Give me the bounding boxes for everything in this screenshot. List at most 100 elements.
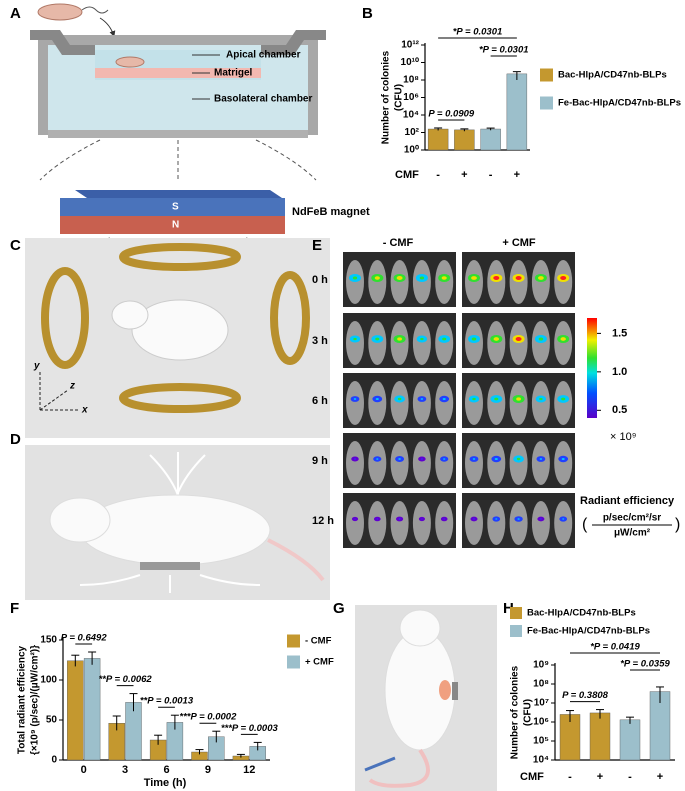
legend-swatch: [510, 625, 522, 637]
signal-core: [516, 457, 521, 461]
signal-core: [443, 518, 445, 520]
colorbar-unit: × 10⁹: [610, 431, 636, 443]
bar: [506, 73, 528, 151]
legend-label: Fe-Bac-HlpA/CD47nb-BLPs: [527, 626, 650, 637]
coil: [119, 243, 241, 271]
signal-core: [420, 337, 424, 341]
coil: [119, 383, 241, 413]
signal-core: [353, 337, 357, 341]
unit-denominator: μW/cm²: [614, 528, 651, 539]
bacterium: [115, 56, 145, 68]
signal-core: [374, 276, 380, 280]
label: NdFeB magnet: [292, 206, 370, 218]
bar: [619, 719, 641, 761]
signal-core: [376, 458, 379, 460]
colorbar-title: Radiant efficiency: [580, 495, 675, 507]
signal-core: [561, 457, 565, 461]
magnet-n: [60, 216, 285, 234]
signal-core: [398, 458, 401, 460]
flange: [30, 30, 95, 55]
y-axis-label: Number of colonies: [381, 50, 392, 144]
bracket: (: [582, 516, 588, 533]
row-label: 12 h: [312, 515, 334, 527]
signal-core: [494, 457, 498, 461]
x-tick-label: +: [461, 169, 467, 181]
mouse: [390, 441, 409, 485]
row-label: 3 h: [312, 335, 328, 347]
signal-core: [396, 276, 403, 280]
y-tick-label: 10⁸: [403, 75, 419, 86]
annotation: P = 0.6492: [61, 633, 108, 644]
mouse: [435, 381, 454, 425]
tail: [368, 748, 430, 788]
bar: [589, 712, 611, 761]
x-tick-label: 0: [81, 764, 87, 776]
mouse: [465, 501, 483, 545]
y-axis-label: (CFU): [394, 84, 405, 111]
y-tick-label: 50: [46, 715, 58, 726]
magnet-mouse-illustration: [25, 445, 330, 600]
axis-name: x: [81, 405, 88, 416]
row-label: 9 h: [312, 455, 328, 467]
panel-label: H: [503, 600, 514, 617]
y-tick-label: 10⁹: [533, 660, 549, 671]
y-axis-label: Number of colonies: [510, 665, 521, 759]
signal-core: [560, 276, 567, 280]
signal-core: [353, 398, 357, 400]
legend-label: Bac-HlpA/CD47nb-BLPs: [527, 608, 636, 619]
signal-core: [354, 458, 356, 460]
mouse: [487, 381, 506, 425]
y-axis-label: (CFU): [523, 699, 534, 726]
legend-label: Bac-HlpA/CD47nb-BLPs: [558, 70, 667, 81]
signal-core: [493, 337, 500, 341]
mouse: [412, 441, 431, 485]
x-tick-label: -: [489, 169, 493, 181]
axis-name: z: [69, 381, 75, 392]
legend-label: - CMF: [305, 636, 332, 647]
mouse: [412, 321, 431, 365]
mouse: [509, 441, 528, 485]
y-tick-label: 150: [40, 635, 57, 646]
signal-core: [441, 276, 447, 280]
signal-core: [540, 518, 542, 520]
coil: [270, 271, 310, 365]
coil-illustration: [25, 238, 330, 438]
signal-core: [517, 518, 520, 520]
colorbar-tick-label: 1.5: [612, 327, 627, 339]
mouse: [531, 441, 550, 485]
flagellum: [81, 6, 109, 14]
legend-swatch: [540, 68, 553, 82]
y-tick-label: 10⁰: [404, 145, 419, 156]
mouse: [487, 441, 506, 485]
signal-core: [397, 397, 402, 401]
signal-core: [538, 337, 544, 341]
column-label: + CMF: [502, 237, 536, 249]
column-label: - CMF: [383, 237, 414, 249]
mouse: [368, 321, 387, 365]
signal-core: [398, 518, 401, 520]
annotation: *P = 0.0301: [479, 45, 529, 56]
magnet: [140, 562, 200, 570]
y-axis-label: {×10⁹ (p/sec)/(μW/cm²)}: [30, 645, 41, 755]
x-tick-label: +: [597, 771, 603, 783]
panel-label: A: [10, 5, 21, 22]
bracket: ): [675, 516, 680, 533]
y-tick-label: 10⁴: [533, 755, 549, 766]
signal-core: [494, 397, 499, 401]
signal-core: [515, 337, 522, 341]
row-label: 0 h: [312, 274, 328, 286]
signal-core: [375, 397, 379, 401]
y-tick-label: 10⁶: [403, 92, 419, 103]
signal-core: [472, 458, 476, 460]
x-tick-label: -: [628, 771, 632, 783]
row-label: 6 h: [312, 395, 328, 407]
legend-label: Fe-Bac-HlpA/CD47nb-BLPs: [558, 98, 681, 109]
x-tick-label: +: [657, 771, 663, 783]
axis-name: y: [33, 361, 40, 372]
annotation: **P = 0.0013: [140, 696, 194, 707]
mouse: [435, 501, 454, 545]
mouse: [435, 321, 454, 365]
colorbar-tick-label: 1.0: [612, 366, 627, 378]
x-tick-label: -: [568, 771, 572, 783]
